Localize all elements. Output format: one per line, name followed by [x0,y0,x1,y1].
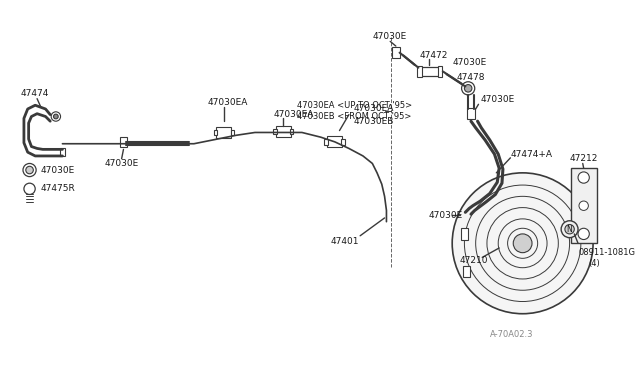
Text: 47401: 47401 [330,237,358,246]
Text: 47030EB <FROM OCT,'95>: 47030EB <FROM OCT,'95> [297,112,412,121]
Text: 47474: 47474 [20,89,49,97]
Text: 47030E: 47030E [481,95,515,104]
Circle shape [513,234,532,253]
Text: 47030EA <UP TO OCT,'95>: 47030EA <UP TO OCT,'95> [297,101,412,110]
Bar [216,127,232,138]
Text: 47030EB: 47030EB [353,117,394,126]
Text: (4): (4) [588,259,600,269]
Bar [214,130,218,135]
Text: 47478: 47478 [457,73,485,81]
Circle shape [561,221,578,238]
Bar [341,139,345,145]
Bar [290,129,294,134]
Circle shape [578,172,589,183]
Bar [324,139,328,145]
Text: 47030EA: 47030EA [274,110,314,119]
Circle shape [26,166,33,174]
Text: 47212: 47212 [570,154,598,163]
Circle shape [578,228,589,240]
Circle shape [54,114,58,119]
Text: 47210: 47210 [460,256,488,265]
Circle shape [565,225,574,234]
Bar [60,148,65,156]
Bar [463,266,470,277]
Circle shape [51,112,61,121]
Text: 47030E: 47030E [41,166,75,174]
Text: 47030E: 47030E [452,58,486,67]
Bar [419,67,439,76]
Bar [467,108,475,119]
Bar [570,168,597,243]
Text: 47475R: 47475R [41,184,76,193]
Bar [392,47,399,58]
Bar [327,136,342,147]
Circle shape [24,183,35,195]
Bar [230,130,234,135]
Bar [461,228,468,240]
Circle shape [461,82,475,95]
Bar [417,66,422,77]
Text: A-70A02.3: A-70A02.3 [490,330,533,339]
Text: 47030E: 47030E [429,211,463,219]
Circle shape [579,201,588,211]
Bar [120,137,127,147]
Text: N: N [566,225,572,234]
Circle shape [452,173,593,314]
Text: 47030E: 47030E [105,159,139,168]
Circle shape [23,163,36,177]
Text: 08911-1081G: 08911-1081G [579,248,636,257]
Text: 47030EA: 47030EA [353,105,394,113]
Text: 47030EA: 47030EA [208,98,248,107]
Text: 47474+A: 47474+A [511,150,552,158]
Text: 47030E: 47030E [372,32,406,41]
Bar [276,126,291,137]
Circle shape [465,84,472,92]
Bar [460,211,468,222]
Bar [438,66,442,77]
Text: 47472: 47472 [419,51,448,60]
Bar [273,129,276,134]
